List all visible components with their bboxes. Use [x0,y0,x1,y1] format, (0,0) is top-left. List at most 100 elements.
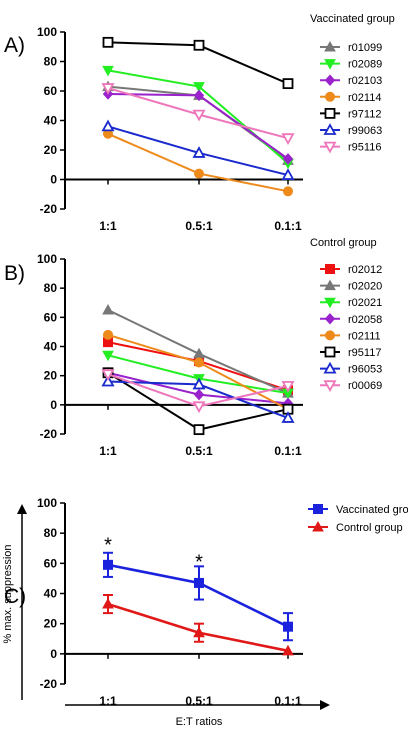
x-tick-label: 0.1:1 [274,694,302,708]
series-vaccinated-group [103,551,293,642]
legend-label: r01099 [348,42,382,54]
legend-marker [325,91,335,102]
chart-panel-2: B) -20 0 20 40 60 80 100 1:1 0.5:1 0.1:1 Control gr… [4,237,382,458]
legend-label: r00069 [348,380,382,392]
legend-label: r96053 [348,364,382,376]
legend-title: Control group [310,237,377,249]
data-point [282,78,294,90]
x-tick-label: 0.5:1 [185,219,213,233]
data-point [103,329,113,340]
data-point [101,369,115,382]
data-point [193,39,205,51]
x-tick-label: 1:1 [99,219,117,233]
data-point [281,411,295,423]
data-point [101,119,115,132]
series-r00069 [101,369,295,414]
legend-marker [323,123,337,135]
y-tick-label: 0 [50,647,57,661]
y-tick-label: 100 [37,252,57,266]
legend-marker [324,108,336,119]
data-point [192,146,206,158]
series-line [107,132,289,193]
x-tick-label: 1:1 [99,694,117,708]
data-point [193,388,205,401]
legend-marker [325,264,335,274]
data-point [193,89,205,102]
x-tick-label: 0.5:1 [185,694,213,708]
legend-label: r02103 [348,75,382,87]
legend-marker [324,279,336,291]
significance-marker: * [195,551,203,573]
series-control-group [102,594,294,656]
legend-label: r02114 [348,92,381,104]
data-point [194,168,204,179]
legend-marker [324,313,336,325]
data-point [193,626,205,638]
data-point [281,133,295,146]
y-tick-label: 100 [37,496,57,510]
legend-marker [324,346,336,358]
data-point [103,559,113,570]
panel-label: B) [4,262,25,285]
y-tick-label: 20 [44,143,58,157]
data-point [101,83,115,95]
data-point [102,350,114,362]
legend-title: Vaccinated group [310,13,395,25]
legend-label: r97112 [348,108,381,120]
y-tick-label: 40 [44,340,58,354]
y-tick-label: 20 [44,617,58,631]
x-tick-label: 0.5:1 [185,444,213,458]
data-point [281,380,295,393]
legend-label: Control group [336,522,403,534]
y-tick-label: 80 [44,55,58,69]
y-tick-label: -20 [40,427,58,441]
legend-marker [325,330,335,341]
legend-marker [313,504,323,514]
legend-label: r95117 [348,347,381,359]
data-point [192,377,206,390]
data-point [102,598,114,609]
y-tick-label: 100 [37,25,57,39]
y-tick-label: 80 [44,281,58,295]
series-r97112 [102,36,294,90]
legend-marker [324,40,336,52]
x-arrow-head [320,700,330,710]
data-point [102,304,114,315]
legend-label: r02012 [348,264,382,276]
data-point [281,168,295,180]
data-point [194,357,204,368]
data-point [192,401,206,414]
legend-marker [323,361,337,374]
data-point [193,347,205,359]
x-tick-label: 0.1:1 [274,219,302,233]
y-tick-label: 80 [44,526,58,540]
series-r95116 [101,83,295,146]
x-tick-label: 0.1:1 [274,444,302,458]
panel-label: A) [4,34,25,57]
data-point [283,621,293,632]
y-tick-label: 0 [50,173,57,187]
series-r96053 [101,374,295,423]
y-tick-label: -20 [40,677,58,691]
legend-label: r02111 [348,330,381,342]
legend-marker [324,59,336,70]
legend: Vaccinated group r01099 r02089 r02103 r02114… [310,13,395,154]
data-point [282,644,294,656]
x-axis-title: E:T ratios [176,716,223,728]
legend-label: r02021 [348,297,382,309]
legend-marker [323,380,337,393]
data-point [102,65,114,77]
y-arrow-head [17,504,27,514]
legend-label: r02089 [348,59,382,71]
y-tick-label: 40 [44,114,58,128]
data-point [192,109,206,122]
data-point [193,424,205,436]
y-tick-label: 60 [44,84,58,98]
legend-marker [324,74,336,86]
series-r99063 [101,119,295,180]
legend: Vaccinated group Control group [308,504,408,534]
legend-label: r99063 [348,125,382,137]
panel-label: C) [4,585,26,608]
legend-label: r02020 [348,281,382,293]
